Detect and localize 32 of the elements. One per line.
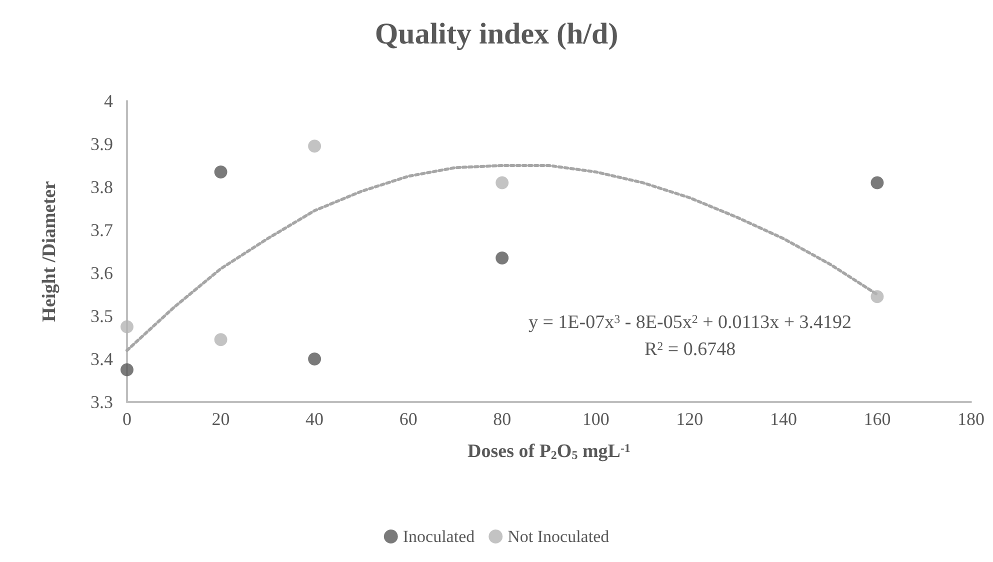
y-tick-label: 3.6	[90, 263, 113, 283]
y-tick-label: 3.8	[90, 177, 113, 197]
x-tick-label: 40	[306, 409, 324, 429]
point	[120, 363, 134, 376]
y-axis-title: Height /Diameter	[39, 180, 60, 322]
y-tick-label: 3.3	[90, 392, 113, 412]
y-tick-label: 3.5	[90, 306, 113, 326]
y-tick-label: 3.9	[90, 134, 113, 154]
point	[308, 352, 322, 366]
point	[496, 251, 509, 264]
x-tick-label: 100	[582, 409, 610, 429]
x-tick-label: 120	[676, 409, 704, 429]
chart-title: Quality index (h/d)	[374, 18, 618, 50]
x-tick-label: 0	[122, 409, 132, 429]
point	[870, 290, 884, 304]
point	[870, 176, 884, 190]
point	[214, 333, 228, 346]
x-tick-label: 80	[493, 409, 512, 429]
x-tick-label: 140	[770, 409, 797, 429]
point	[308, 140, 322, 153]
x-tick-label: 180	[958, 409, 984, 429]
y-tick-label: 3.7	[90, 220, 113, 240]
point	[496, 176, 509, 190]
x-tick-label: 160	[864, 409, 891, 429]
legend-label: Inoculated	[402, 527, 476, 546]
x-tick-label: 20	[212, 409, 230, 429]
legend-label: Not Inoculated	[508, 527, 610, 546]
point	[214, 165, 228, 178]
y-tick-label: 4	[104, 91, 113, 111]
x-tick-label: 60	[399, 409, 418, 429]
point	[120, 320, 134, 334]
y-tick-label: 3.4	[90, 349, 113, 369]
